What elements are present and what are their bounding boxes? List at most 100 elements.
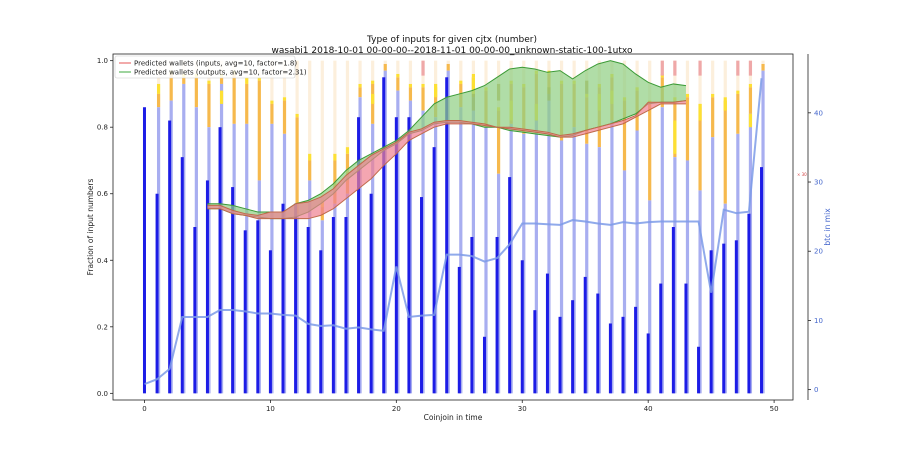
- x-tick-label: 50: [770, 405, 779, 413]
- bar-orange: [358, 87, 362, 98]
- bar-yellow: [295, 113, 299, 118]
- bar-yellow: [396, 73, 400, 78]
- x-tick-label: 40: [644, 405, 653, 413]
- bar-fresh-dark: [256, 220, 260, 394]
- bar-orange: [622, 100, 627, 171]
- bar-orange: [711, 97, 715, 138]
- bar-fresh-light: [534, 113, 538, 394]
- y2-tick-label: 40: [814, 109, 823, 117]
- bar-orange: [219, 77, 224, 84]
- bar-cream: [371, 60, 375, 81]
- right-annotation: × 30: [797, 172, 807, 177]
- bar-cream: [396, 60, 400, 74]
- bar-fresh-dark: [180, 157, 184, 394]
- bar-fresh-light: [446, 70, 450, 394]
- bar-fresh-dark: [357, 117, 361, 394]
- bar-pink: [421, 60, 425, 76]
- bar-cream: [358, 60, 362, 84]
- bar-fresh-dark: [142, 107, 146, 394]
- bar-fresh-dark: [671, 227, 675, 394]
- x-tick-label: 30: [518, 405, 527, 413]
- bar-fresh-light: [333, 203, 337, 394]
- bar-fresh-dark: [747, 213, 751, 394]
- y-axis: 0.0 0.2 0.4 0.6 0.8 1.0: [97, 57, 113, 398]
- bar-yellow: [245, 77, 249, 84]
- bar-fresh-dark: [470, 236, 474, 394]
- y2-tick-label: 20: [814, 248, 823, 256]
- bar-fresh-light: [748, 113, 753, 394]
- chart-subtitle: wasabi1 2018-10-01 00-00-00--2018-11-01 …: [272, 46, 633, 56]
- bar-yellow: [408, 83, 413, 88]
- bar-fresh-light: [736, 133, 740, 394]
- x-tick-label: 10: [266, 405, 275, 413]
- bar-yellow-accent: [698, 103, 702, 121]
- bar-pink: [748, 60, 753, 76]
- bar-orange: [156, 93, 161, 108]
- bar-fresh-dark: [734, 240, 738, 394]
- bar-orange: [383, 63, 387, 71]
- bar-fresh-light: [257, 180, 261, 394]
- bar-cream: [559, 60, 564, 81]
- bar-fresh-dark: [205, 180, 209, 394]
- bar-fresh-light: [207, 127, 211, 394]
- bar-cream: [635, 60, 639, 88]
- bar-yellow: [207, 80, 211, 84]
- bar-fresh-light: [320, 220, 324, 394]
- bar-fresh-light: [459, 107, 463, 394]
- bar-fresh-light: [345, 193, 350, 394]
- outputs-band: [207, 60, 686, 219]
- y-tick-label: 1.0: [97, 57, 108, 65]
- bar-fresh-light: [358, 97, 362, 394]
- bar-pink: [673, 60, 677, 76]
- bar-fresh-light: [509, 123, 513, 394]
- bar-fresh-light: [169, 100, 173, 394]
- bar-orange: [446, 63, 450, 71]
- bar-fresh-light: [496, 173, 501, 394]
- bar-yellow-accent: [748, 113, 753, 128]
- bar-fresh-dark: [760, 167, 764, 394]
- y-tick-label: 0.0: [97, 390, 108, 398]
- bar-fresh-light: [156, 107, 161, 394]
- bar-fresh-dark: [155, 193, 159, 394]
- bar-fresh-dark: [407, 117, 411, 394]
- y-axis-label: Fraction of input numbers: [86, 179, 95, 276]
- bar-orange: [182, 77, 186, 84]
- x-tick-label: 20: [392, 405, 401, 413]
- bar-yellow: [358, 83, 362, 88]
- bar-fresh-dark: [533, 310, 537, 394]
- bar-orange: [282, 100, 287, 134]
- bar-fresh-light: [761, 70, 765, 394]
- bar-orange: [396, 77, 400, 91]
- bar-cream: [320, 60, 324, 201]
- bar-orange: [496, 110, 501, 174]
- bar-fresh-dark: [369, 193, 373, 394]
- inputs-band-edge: [207, 100, 687, 216]
- bar-cream: [572, 60, 576, 81]
- bar-fresh-dark: [684, 283, 688, 394]
- bar-fresh-light: [572, 127, 576, 394]
- chart-title: Type of inputs for given cjtx (number): [366, 35, 537, 45]
- bar-cream: [761, 60, 765, 64]
- bar-fresh-light: [585, 143, 589, 394]
- bar-orange: [408, 87, 413, 101]
- bar-fresh-dark: [508, 177, 512, 394]
- bar-yellow: [282, 97, 287, 101]
- bar-orange: [245, 83, 249, 124]
- bar-fresh-dark: [231, 187, 235, 394]
- bar-fresh-dark: [268, 250, 272, 394]
- bar-yellow-accent: [434, 83, 438, 98]
- bar-fresh-light: [660, 107, 664, 394]
- bar-fresh-light: [685, 160, 690, 394]
- bar-fresh-dark: [722, 243, 726, 394]
- bar-yellow: [308, 153, 312, 161]
- bar-yellow-accent: [673, 120, 677, 154]
- bar-cream: [333, 60, 337, 154]
- bar-cream: [471, 60, 475, 74]
- bar-fresh-dark: [646, 333, 650, 394]
- bar-fresh-light: [610, 120, 614, 394]
- bar-yellow: [421, 83, 425, 88]
- bar-fresh-dark: [306, 227, 310, 394]
- bar-fresh-light: [622, 170, 627, 394]
- bar-fresh-light: [270, 123, 274, 394]
- bar-orange: [257, 80, 261, 181]
